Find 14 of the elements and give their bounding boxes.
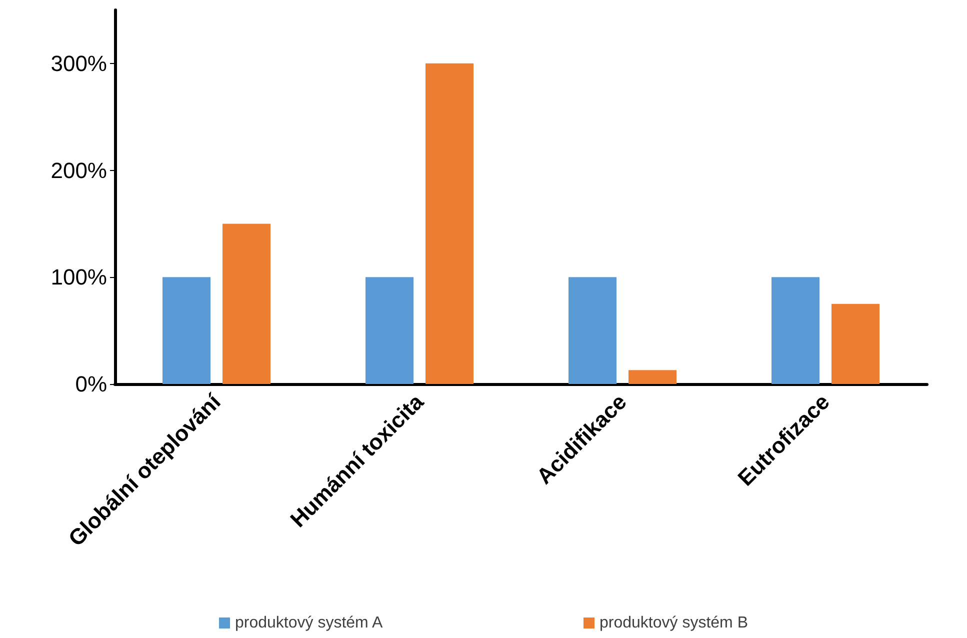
bar	[832, 304, 880, 384]
y-tick-label: 200%	[50, 158, 107, 183]
y-tick-label: 100%	[50, 264, 107, 290]
y-tick-label: 300%	[50, 50, 107, 76]
legend-label: produktový systém A	[235, 614, 383, 632]
bar	[772, 277, 820, 384]
legend-label: produktový systém B	[600, 614, 748, 632]
bar	[222, 224, 270, 384]
bar	[568, 277, 616, 384]
bar	[628, 370, 676, 384]
bar	[162, 277, 210, 384]
y-tick-label: 0%	[75, 372, 107, 396]
bar	[426, 63, 474, 384]
bar	[366, 277, 414, 384]
